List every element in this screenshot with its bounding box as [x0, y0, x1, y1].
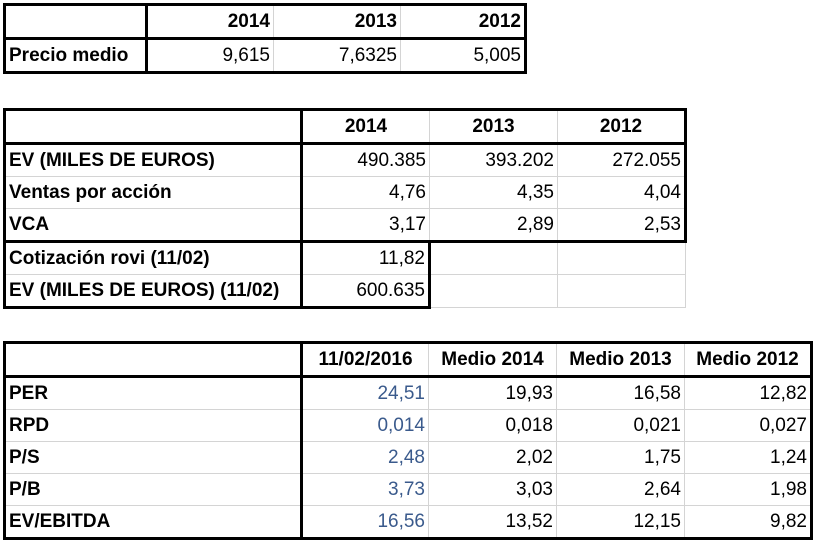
empty-cell	[557, 274, 686, 308]
cell-value: 0,014	[300, 409, 429, 442]
row-label: P/S	[3, 441, 302, 474]
table-header-row: 2014 2013 2012	[3, 108, 687, 144]
empty-cell	[429, 274, 558, 308]
empty-cell	[557, 241, 686, 275]
column-header: 11/02/2016	[300, 341, 429, 377]
cell-value: 2,02	[428, 441, 557, 474]
year-header: 2012	[400, 3, 527, 39]
cell-value: 272.055	[557, 142, 687, 177]
cell-value: 9,615	[145, 37, 274, 74]
table-row: P/S 2,48 2,02 1,75 1,24	[3, 441, 813, 474]
cell-value: 11,82	[300, 241, 431, 275]
empty-header-cell	[3, 341, 302, 377]
table-row: EV (MILES DE EUROS) (11/02) 600.635	[3, 274, 686, 309]
cell-value: 490.385	[300, 142, 430, 177]
column-header: Medio 2013	[556, 341, 685, 377]
row-label: RPD	[3, 409, 302, 442]
row-label: VCA	[3, 208, 302, 243]
cell-value: 1,24	[684, 441, 813, 474]
cell-value: 1,98	[684, 473, 813, 506]
cell-value: 393.202	[429, 142, 558, 177]
cell-value: 9,82	[684, 505, 813, 540]
empty-cell	[429, 241, 558, 275]
row-label: Precio medio	[3, 37, 147, 74]
table-row: Ventas por acción 4,76 4,35 4,04	[3, 176, 687, 209]
row-label: EV (MILES DE EUROS)	[3, 142, 302, 177]
cell-value: 3,73	[300, 473, 429, 506]
cell-value: 0,021	[556, 409, 685, 442]
table-row: Cotización rovi (11/02) 11,82	[3, 241, 686, 275]
column-header: Medio 2014	[428, 341, 557, 377]
cell-value: 4,76	[300, 176, 430, 209]
table-row: RPD 0,014 0,018 0,021 0,027	[3, 409, 813, 442]
cell-value: 4,04	[557, 176, 687, 209]
row-label: PER	[3, 375, 302, 410]
row-label: Cotización rovi (11/02)	[3, 241, 302, 275]
cell-value: 0,027	[684, 409, 813, 442]
cell-value: 3,17	[300, 208, 430, 243]
cell-value: 2,48	[300, 441, 429, 474]
precio-medio-table: 2014 2013 2012 Precio medio 9,615 7,6325…	[3, 3, 527, 74]
ev-table: 2014 2013 2012 EV (MILES DE EUROS) 490.3…	[3, 108, 687, 309]
ratios-table: 11/02/2016 Medio 2014 Medio 2013 Medio 2…	[3, 341, 813, 540]
table-row: PER 24,51 19,93 16,58 12,82	[3, 375, 813, 410]
row-label: P/B	[3, 473, 302, 506]
cell-value: 3,03	[428, 473, 557, 506]
table-header-row: 2014 2013 2012	[3, 3, 527, 39]
table-row: Precio medio 9,615 7,6325 5,005	[3, 37, 527, 74]
year-header: 2014	[300, 108, 430, 144]
cell-value: 24,51	[300, 375, 429, 410]
row-label: Ventas por acción	[3, 176, 302, 209]
table-header-row: 11/02/2016 Medio 2014 Medio 2013 Medio 2…	[3, 341, 813, 377]
cell-value: 0,018	[428, 409, 557, 442]
table-row: VCA 3,17 2,89 2,53	[3, 208, 687, 243]
cell-value: 5,005	[400, 37, 527, 74]
cell-value: 7,6325	[273, 37, 401, 74]
cell-value: 19,93	[428, 375, 557, 410]
year-header: 2012	[557, 108, 687, 144]
row-label: EV/EBITDA	[3, 505, 302, 540]
cell-value: 12,15	[556, 505, 685, 540]
column-header: Medio 2012	[684, 341, 813, 377]
year-header: 2013	[273, 3, 401, 39]
table-row: EV/EBITDA 16,56 13,52 12,15 9,82	[3, 505, 813, 540]
cell-value: 4,35	[429, 176, 558, 209]
year-header: 2014	[145, 3, 274, 39]
table-row: EV (MILES DE EUROS) 490.385 393.202 272.…	[3, 142, 687, 177]
cell-value: 16,56	[300, 505, 429, 540]
cell-value: 13,52	[428, 505, 557, 540]
empty-header-cell	[3, 108, 302, 144]
cell-value: 600.635	[300, 274, 431, 309]
year-header: 2013	[429, 108, 558, 144]
cell-value: 2,89	[429, 208, 558, 243]
empty-header-cell	[3, 3, 147, 39]
row-label: EV (MILES DE EUROS) (11/02)	[3, 274, 302, 309]
cell-value: 1,75	[556, 441, 685, 474]
cell-value: 12,82	[684, 375, 813, 410]
cell-value: 2,64	[556, 473, 685, 506]
cell-value: 16,58	[556, 375, 685, 410]
cell-value: 2,53	[557, 208, 687, 243]
table-row: P/B 3,73 3,03 2,64 1,98	[3, 473, 813, 506]
